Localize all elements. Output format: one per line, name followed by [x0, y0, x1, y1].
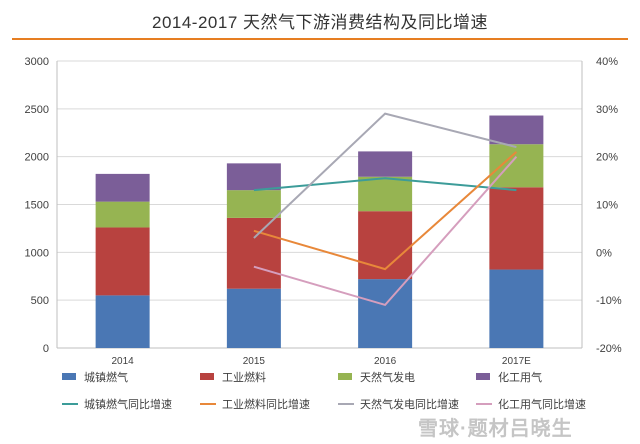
y-tick-label: 1500 — [25, 200, 49, 212]
watermark: 雪球·题材吕晓生 — [418, 418, 573, 440]
legend-label: 工业燃料同比增速 — [222, 397, 310, 411]
y2-tick-label: 40% — [596, 56, 618, 68]
legend-label: 化工用气 — [498, 370, 542, 384]
legend-label: 天然气发电 — [360, 370, 415, 384]
bar-segment — [226, 163, 281, 191]
y-tick-label: 0 — [43, 343, 49, 355]
bar-segment — [358, 151, 413, 177]
bar-segment — [489, 115, 544, 145]
bar-segment — [95, 201, 150, 228]
legend-swatch — [62, 373, 76, 380]
growth-line — [253, 156, 518, 307]
bar-segment — [226, 190, 281, 218]
legend-label: 天然气发电同比增速 — [360, 397, 459, 411]
title-divider — [12, 38, 628, 40]
growth-line — [253, 151, 518, 271]
y2-tick-label: 20% — [596, 152, 618, 164]
y-tick-label: 500 — [31, 295, 49, 307]
bar-segment — [95, 173, 150, 202]
legend-label: 工业燃料 — [222, 370, 266, 384]
growth-line — [253, 112, 517, 239]
legend-swatch — [476, 373, 490, 380]
y2-tick-label: 0% — [596, 247, 612, 259]
legend-label: 城镇燃气 — [84, 370, 128, 384]
y2-tick-label: -20% — [596, 343, 622, 355]
growth-line — [253, 177, 517, 192]
chart-title: 2014-2017 天然气下游消费结构及同比增速 — [151, 13, 489, 32]
x-tick-label: 2016 — [374, 356, 397, 367]
bar-segment — [489, 144, 544, 188]
y-tick-label: 2500 — [25, 104, 49, 116]
bar-segment — [95, 227, 150, 296]
bar-segment — [358, 176, 413, 212]
x-tick-label: 2015 — [243, 356, 266, 367]
bar-segment — [226, 217, 281, 289]
legend-label: 城镇燃气同比增速 — [84, 397, 172, 411]
y-tick-label: 2000 — [25, 152, 49, 164]
y2-tick-label: -10% — [596, 295, 622, 307]
y2-tick-label: 30% — [596, 104, 618, 116]
legend-swatch — [338, 373, 352, 380]
bar-segment — [358, 279, 413, 348]
legend-swatch — [200, 373, 214, 380]
y-tick-label: 1000 — [25, 247, 49, 259]
bar-segment — [95, 295, 150, 348]
bar-segment — [489, 269, 544, 348]
y-tick-label: 3000 — [25, 56, 49, 68]
x-tick-label: 2014 — [112, 356, 135, 367]
y2-tick-label: 10% — [596, 200, 618, 212]
bar-segment — [489, 187, 544, 270]
x-tick-label: 2017E — [502, 356, 531, 367]
bar-segment — [226, 288, 281, 348]
legend-label: 化工用气同比增速 — [498, 397, 586, 411]
